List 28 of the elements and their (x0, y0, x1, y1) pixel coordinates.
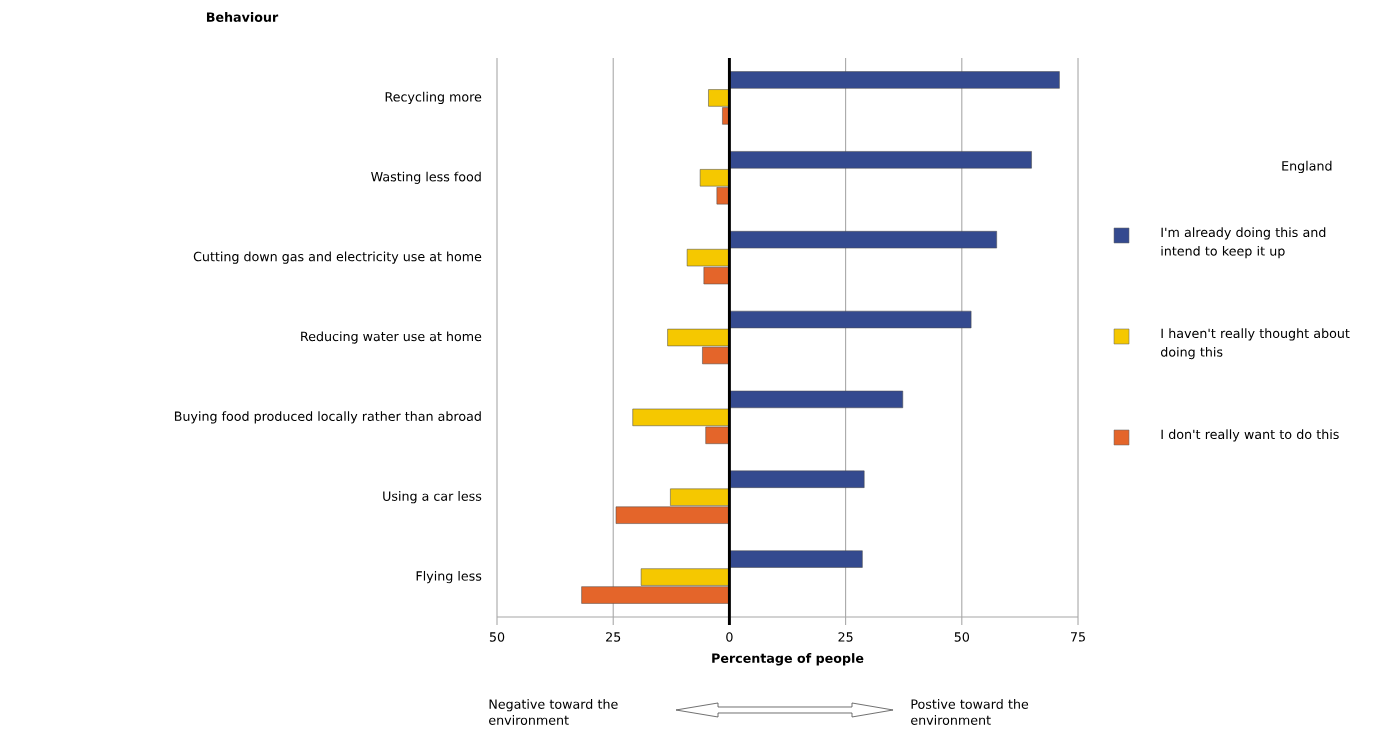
x-tick-label: 0 (726, 632, 733, 642)
bar (729, 470, 865, 488)
y-tick-label: Cutting down gas and electricity use at home (193, 251, 482, 264)
text: Postive toward the environment (911, 699, 1029, 725)
x-tick-label: 75 (1071, 632, 1085, 642)
bar (729, 310, 972, 329)
bar (729, 71, 1060, 89)
text: I haven't really thought about doing this (1160, 328, 1350, 360)
y-tick-label: Recycling more (385, 91, 482, 105)
x-tick-label: 25 (606, 632, 621, 642)
x-tick-label: 50 (489, 632, 505, 642)
bar (729, 231, 997, 249)
y-tick-label: Buying food produced locally rather than abroad (174, 411, 481, 424)
y-tick-label: Wasting less food (371, 171, 481, 184)
x-tick-label: 25 (838, 632, 853, 642)
x-axis-title: Percentage of people (712, 653, 864, 666)
bar (729, 390, 904, 409)
y-tick-label: Flying less (416, 570, 482, 584)
y-axis-title: Behaviour (206, 12, 279, 22)
text: I don't really want to do this (1161, 429, 1339, 442)
bar (729, 550, 863, 568)
y-tick-label: Using a car less (383, 491, 482, 504)
text: I'm already doing this and intend to keep it up (1161, 227, 1326, 259)
bar (729, 151, 1032, 169)
text: Negative toward the environment (489, 699, 618, 725)
legend-title: England (1282, 160, 1332, 174)
y-tick-label: Reducing water use at home (301, 331, 482, 344)
x-tick-label: 50 (954, 632, 970, 642)
